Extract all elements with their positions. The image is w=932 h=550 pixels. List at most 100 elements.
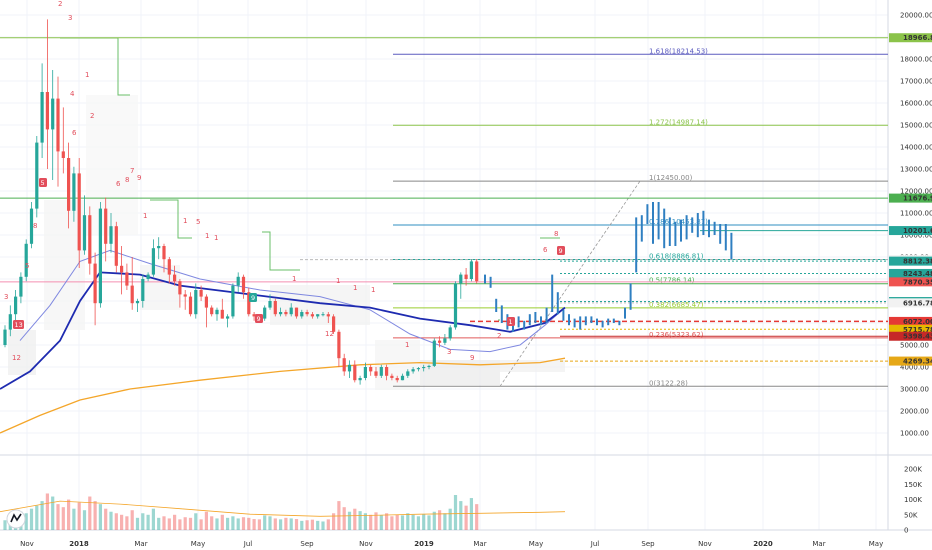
candle-body [157,246,161,249]
price-label-text: 18966.81 [903,34,932,42]
candle-body [56,98,60,152]
candle-body [45,92,49,130]
candle-body [400,375,405,381]
volume-bar [109,511,113,530]
candle-body [199,290,203,297]
candle-body [88,215,92,264]
td-count-label: 2 [497,332,501,340]
candle-body [284,312,288,315]
candle-body [204,296,208,308]
candle-body [178,281,182,295]
candlesticks [3,19,479,385]
volume-bar [141,513,145,530]
time-tick-label: Nov [698,540,712,548]
volume-bar [226,517,230,530]
time-tick-label: Sep [641,540,655,548]
volume-bar [199,519,203,530]
td-count-label: 8 [125,176,129,184]
volume-pane [0,493,566,530]
price-label-box [889,226,932,236]
candle-body [29,208,34,244]
volume-bar [363,513,367,530]
candle-body [305,312,309,315]
td-count-label: 6 [543,246,548,254]
volume-bar [183,517,187,530]
candle-body [369,367,373,372]
candle-body [135,301,140,304]
volume-bar [300,520,304,530]
price-label-text: 6916.78 [903,299,932,307]
volume-bar [279,519,283,530]
candle-body [210,307,214,315]
volume-bar [400,515,405,530]
price-label-box [889,316,932,326]
candle-body [326,314,330,317]
time-tick-label: Jul [590,540,600,548]
candle-body [151,248,155,275]
candle-body [61,151,65,158]
candle-body [358,378,362,381]
td-count-label: 6 [116,180,121,188]
candle-body [427,365,431,367]
range-box [8,330,36,375]
candle-body [411,369,415,372]
volume-bar [369,514,373,530]
volume-bar [188,517,193,530]
time-axis[interactable]: Nov 2018 Mar May Jul Sep Nov 2019 Mar May Jul Sep No… [20,540,883,548]
td-count-label: 1 [183,217,187,225]
td-count-label: 8 [33,222,37,230]
td-count-label: 9 [470,354,474,362]
volume-bar [289,518,293,530]
volume-tick-label: 100K [904,496,922,504]
volume-bar [406,513,410,530]
candle-body [40,92,44,143]
volume-bar [45,493,49,530]
price-label-text: 8812.38 [903,258,932,266]
td-signal-badge [507,317,515,326]
volume-bar [316,520,320,530]
price-label-box [889,33,932,43]
price-axis[interactable]: 20000.0019000.0018000.0017000.0016000.00… [889,12,932,438]
td-count-label: 9 [137,174,141,182]
volume-bar [273,518,277,530]
candle-body [72,173,76,211]
volume-bar [236,518,240,530]
volume-bar [374,512,378,530]
candle-body [226,316,230,319]
price-tick-label: 15000.00 [900,122,932,130]
fib-label: 0.786(10453.87) [649,218,708,226]
fib-label: 0.382(6685.47) [649,301,704,309]
tradingview-logo [6,509,26,529]
time-tick-label: Mar [134,540,147,548]
volume-bar [220,514,224,530]
candle-body [395,378,399,381]
volume-axis[interactable]: 200K 150K 100K 50K 0 [904,466,922,535]
volume-bar [263,515,267,530]
volume-bar [93,501,97,530]
volume-bar [469,498,473,530]
price-tick-label: 13000.00 [900,166,932,174]
td-resistance-line [60,37,560,321]
volume-bar [173,514,177,530]
candle-body [130,285,134,304]
td-count-label: 1 [143,212,147,220]
candle-body [241,276,246,293]
volume-bar [35,505,39,530]
td-count-label: 1 [205,232,209,240]
candle-body [125,272,129,286]
td-count-label: 2 [58,0,62,8]
candle-body [353,364,357,381]
price-label-box [889,324,932,334]
price-tick-label: 3000.00 [900,386,929,394]
time-tick-label: 2020 [753,540,773,548]
td-setup-badge [249,293,257,302]
time-tick-label: May [191,540,205,548]
volume-bar [353,508,357,530]
price-tick-label: 18000.00 [900,56,932,64]
volume-bar [310,519,314,530]
td-setup-text: 9 [251,294,255,302]
fib-label: 0.618(8886.81) [649,252,704,260]
